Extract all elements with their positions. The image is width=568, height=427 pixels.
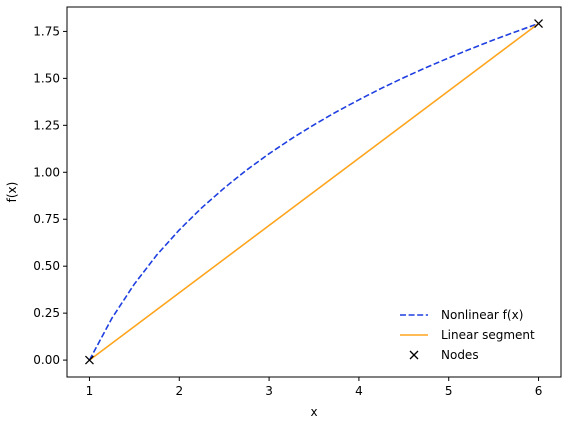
x-tick-label: 6 xyxy=(535,384,543,398)
legend: Nonlinear f(x) Linear segment Nodes xyxy=(400,308,535,362)
x-tick-label: 1 xyxy=(86,384,94,398)
y-tick-label: 1.50 xyxy=(33,71,60,85)
x-axis-label: x xyxy=(310,405,317,419)
legend-label: Nodes xyxy=(441,348,479,362)
nonlinear-curve xyxy=(88,22,539,361)
y-axis-ticks: 0.00 0.25 0.50 0.75 1.00 1.25 1.50 1.75 xyxy=(33,24,67,367)
legend-marker xyxy=(409,350,419,360)
x-tick-label: 2 xyxy=(175,384,183,398)
y-tick-label: 1.25 xyxy=(33,118,60,132)
x-tick-label: 3 xyxy=(265,384,273,398)
legend-item: Nodes xyxy=(409,348,479,362)
y-tick-label: 1.75 xyxy=(33,24,60,38)
y-tick-label: 0.25 xyxy=(33,306,60,320)
legend-label: Nonlinear f(x) xyxy=(441,308,523,322)
y-tick-label: 0.50 xyxy=(33,259,60,273)
node-marker xyxy=(84,355,94,365)
legend-label: Linear segment xyxy=(441,328,535,342)
y-tick-label: 0.75 xyxy=(33,212,60,226)
y-tick-label: 1.00 xyxy=(33,165,60,179)
x-tick-label: 5 xyxy=(445,384,453,398)
axes-frame xyxy=(66,6,562,378)
y-axis-label: f(x) xyxy=(5,182,19,203)
x-tick-label: 4 xyxy=(355,384,363,398)
y-tick-label: 0.00 xyxy=(33,353,60,367)
plot-area xyxy=(66,6,562,378)
series-layer xyxy=(84,19,544,365)
x-axis-ticks: 1 2 3 4 5 6 xyxy=(86,377,543,398)
legend-item: Linear segment xyxy=(400,328,535,342)
legend-item: Nonlinear f(x) xyxy=(400,308,523,322)
node-marker xyxy=(534,19,544,28)
linear-segment-line xyxy=(88,22,540,361)
